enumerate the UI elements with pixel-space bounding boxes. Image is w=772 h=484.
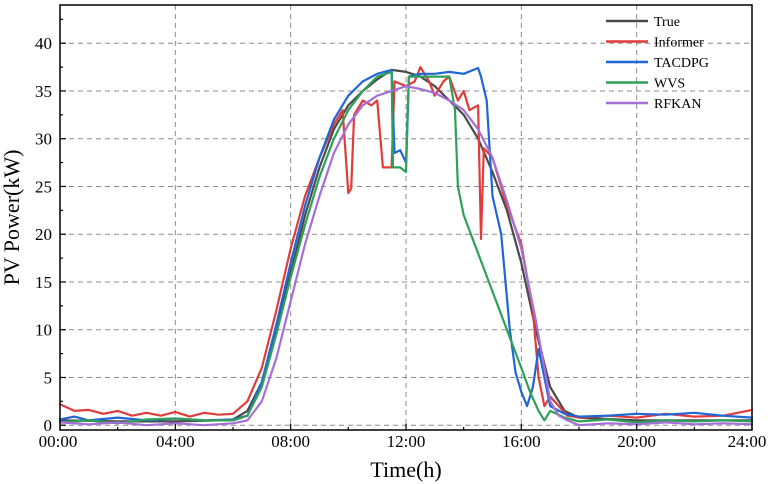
y-tick-labels: 0 5 10 15 20 25 30 35 40 bbox=[35, 34, 52, 435]
y-tick-label: 30 bbox=[35, 130, 52, 149]
y-tick-label: 15 bbox=[35, 273, 52, 292]
series-line-informer bbox=[58, 66, 754, 419]
legend-label-wvs: WVS bbox=[654, 77, 685, 92]
legend-label-tacdpg: TACDPG bbox=[654, 56, 709, 71]
x-tick-label: 20:00 bbox=[617, 432, 656, 451]
grid-lines bbox=[60, 5, 752, 430]
y-tick-label: 20 bbox=[35, 225, 52, 244]
y-tick-label: 40 bbox=[35, 34, 52, 53]
x-tick-labels: 00:00 04:00 08:00 12:00 16:00 20:00 24:00 bbox=[39, 432, 767, 451]
x-tick-label: 12:00 bbox=[387, 432, 426, 451]
x-tick-label: 08:00 bbox=[271, 432, 310, 451]
legend-label-informer: Informer bbox=[654, 36, 704, 51]
y-tick-label: 0 bbox=[44, 416, 53, 435]
y-axis-title: PV Power(kW) bbox=[0, 150, 24, 286]
x-tick-label: 16:00 bbox=[502, 432, 541, 451]
series-line-rfkan bbox=[58, 85, 754, 427]
y-tick-label: 25 bbox=[35, 177, 52, 196]
x-tick-label: 04:00 bbox=[156, 432, 195, 451]
y-tick-label: 5 bbox=[44, 368, 53, 387]
legend-label-rfkan: RFKAN bbox=[654, 97, 701, 112]
y-tick-label: 10 bbox=[35, 321, 52, 340]
x-tick-label: 00:00 bbox=[39, 432, 78, 451]
axis-ticks bbox=[59, 18, 753, 430]
legend-label-true: True bbox=[654, 15, 680, 30]
legend: True Informer TACDPG WVS RFKAN bbox=[606, 15, 709, 112]
y-tick-label: 35 bbox=[35, 82, 52, 101]
x-tick-label: 24:00 bbox=[728, 432, 767, 451]
x-axis-title: Time(h) bbox=[370, 457, 441, 482]
series-lines bbox=[58, 66, 754, 427]
